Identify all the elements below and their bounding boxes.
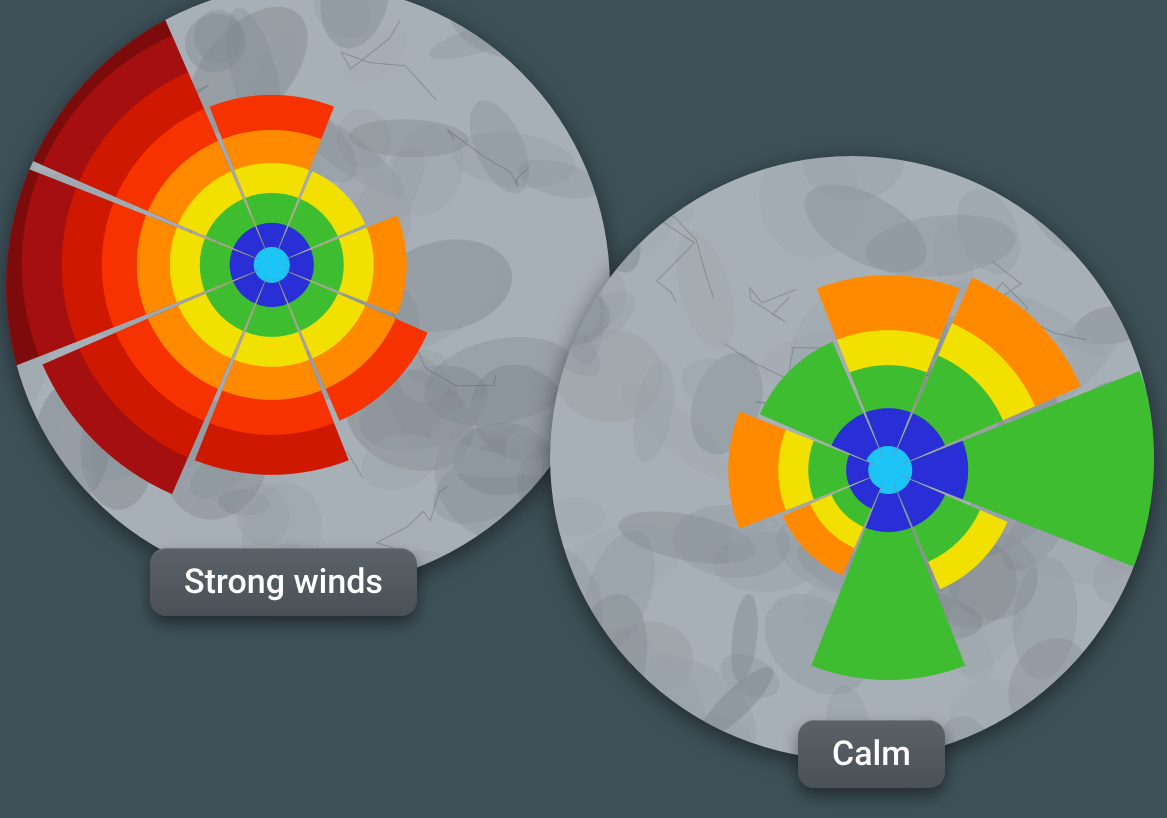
strong-winds-label: Strong winds xyxy=(150,548,417,616)
strong-winds-disc xyxy=(6,0,610,588)
calm-chart: Calm xyxy=(550,156,1154,760)
calm-disc xyxy=(550,156,1154,760)
strong-winds-chart: Strong winds xyxy=(6,0,610,588)
calm-center xyxy=(874,456,902,484)
calm-label: Calm xyxy=(798,720,945,788)
strong-winds-center xyxy=(258,251,286,279)
